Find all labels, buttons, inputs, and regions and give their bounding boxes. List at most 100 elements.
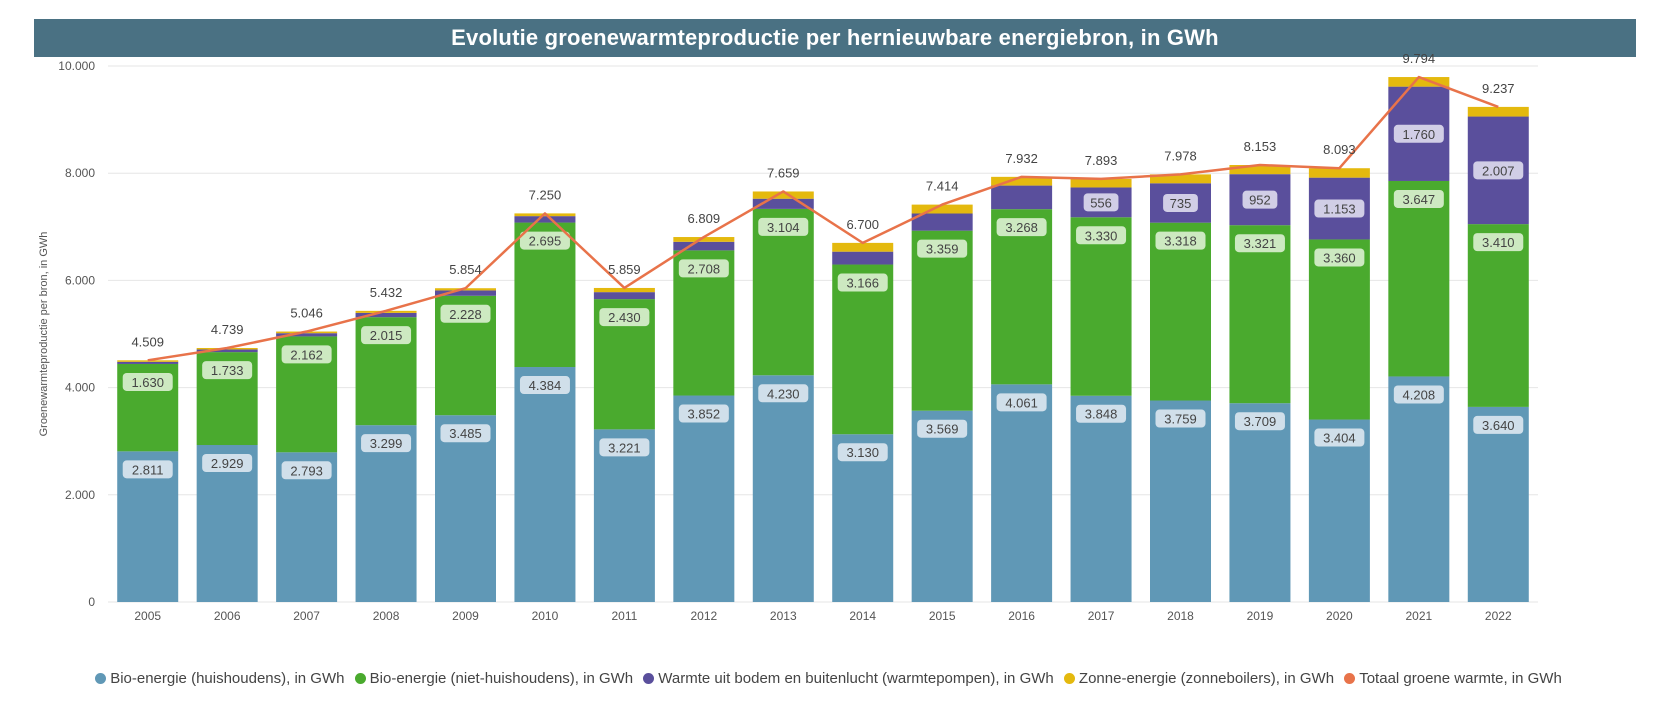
data-label-box [1473,415,1524,434]
total-line [147,75,1499,362]
data-label-box [599,438,650,457]
bar-segment-0-2008 [355,425,417,602]
x-tick-label: 2016 [1008,609,1035,623]
y-tick-label: 10.000 [58,59,95,73]
x-tick-label: 2021 [1405,609,1432,623]
data-label: 3.647 [1403,192,1436,207]
data-label-box [1393,124,1444,143]
bar-segment-0-2009 [435,415,496,602]
bar-segment-1-2014 [832,264,894,435]
legend-marker-zonneboilers [1063,673,1075,684]
data-label: 556 [1090,195,1112,210]
bar-segment-3-2012 [673,237,735,242]
data-label: 3.759 [1164,412,1197,427]
data-label: 4.208 [1403,387,1436,402]
total-label: 6.700 [846,217,879,232]
data-label-box [1473,161,1524,180]
data-label-box [519,231,570,250]
data-label: 3.404 [1323,431,1356,446]
data-label-box [1076,404,1127,423]
bar-segment-1-2022 [1467,224,1529,407]
data-label: 3.359 [926,242,959,257]
total-label: 8.093 [1323,142,1356,157]
data-label-box [758,384,809,403]
data-label: 3.318 [1164,234,1197,249]
data-label: 4.061 [1005,395,1038,410]
bar-segment-3-2018 [1150,174,1211,184]
data-label: 3.709 [1244,414,1277,429]
x-tick-label: 2018 [1167,609,1194,623]
data-label: 2.015 [370,328,403,343]
bar-segment-2-2007 [276,333,338,337]
x-tick-label: 2020 [1326,609,1353,623]
data-label: 3.360 [1323,250,1356,265]
data-label: 2.929 [211,456,244,471]
legend-item-warmtepompen[interactable]: Warmte uit bodem en buitenlucht (warmtep… [643,670,1054,687]
total-label: 4.739 [211,322,244,337]
data-label: 2.708 [688,261,721,276]
data-label: 735 [1170,196,1192,211]
bar-segment-1-2021 [1388,180,1450,377]
data-label-box [1473,233,1524,252]
bar-segment-1-2020 [1308,239,1370,420]
x-tick-label: 2011 [611,609,637,623]
data-label: 3.104 [767,220,800,235]
data-label-box [1234,234,1285,253]
data-label: 4.230 [767,386,800,401]
data-label: 1.153 [1323,202,1356,217]
data-label: 2.228 [449,307,482,322]
data-label-box [1314,199,1365,218]
legend-item-totaal[interactable]: Totaal groene warmte, in GWh [1344,670,1562,687]
bar-segment-3-2021 [1388,77,1450,87]
bar-segment-2-2014 [832,251,894,265]
bar-segment-0-2010 [514,367,576,602]
data-label: 3.569 [926,422,959,437]
data-label-box [758,217,809,236]
data-label-box [122,460,173,479]
data-label: 2.007 [1482,163,1515,178]
bar-segment-3-2022 [1467,106,1529,117]
legend-marker-warmtepompen [643,673,655,684]
total-label: 7.932 [1005,151,1038,166]
bar-segment-0-2016 [991,384,1053,602]
x-tick-label: 2013 [770,609,797,623]
legend-item-bio-huishoudens[interactable]: Bio-energie (huishoudens), in GWh [95,670,344,687]
data-label-box [1242,190,1278,209]
legend-item-bio-niet-huishoudens[interactable]: Bio-energie (niet-huishoudens), in GWh [354,670,633,687]
total-label: 4.509 [131,334,164,349]
bar-segment-3-2017 [1070,178,1132,188]
bar-segment-0-2022 [1467,406,1529,602]
chart-title: Evolutie groenewarmteproductie per herni… [34,19,1636,57]
bar-segment-0-2012 [673,395,735,602]
total-label: 5.046 [290,306,323,321]
data-label-box [1083,193,1119,212]
x-tick-label: 2009 [452,609,479,623]
chart-legend: Bio-energie (huishoudens), in GWh Bio-en… [0,670,1657,687]
y-axis-title: Groenewarmteproductie per bron, in GWh [38,232,50,437]
legend-marker-bio-niet-huishoudens [354,673,366,684]
data-label-box [519,376,570,395]
bar-segment-0-2015 [911,410,973,602]
bar-segment-1-2016 [991,209,1053,385]
total-label: 5.859 [608,262,641,277]
data-label-box [202,454,253,473]
bar-segment-1-2019 [1229,225,1291,404]
total-label: 7.659 [767,165,800,180]
bar-segment-1-2018 [1150,222,1211,401]
data-label: 3.330 [1085,228,1118,243]
data-label: 952 [1249,193,1271,208]
data-label-box [281,461,332,480]
data-label: 3.410 [1482,235,1515,250]
legend-item-zonneboilers[interactable]: Zonne-energie (zonneboilers), in GWh [1063,670,1334,687]
bar-segment-2-2010 [514,216,576,223]
bar-segment-2-2009 [435,290,496,296]
data-label-box [837,443,888,462]
data-label: 1.760 [1403,127,1436,142]
bar-segment-2-2012 [673,241,735,251]
data-label-box [202,361,253,380]
y-tick-label: 6.000 [65,273,95,287]
data-label-box [361,326,412,345]
total-label: 5.854 [449,262,482,277]
bar-segment-1-2013 [752,208,814,376]
data-label: 3.268 [1005,220,1038,235]
